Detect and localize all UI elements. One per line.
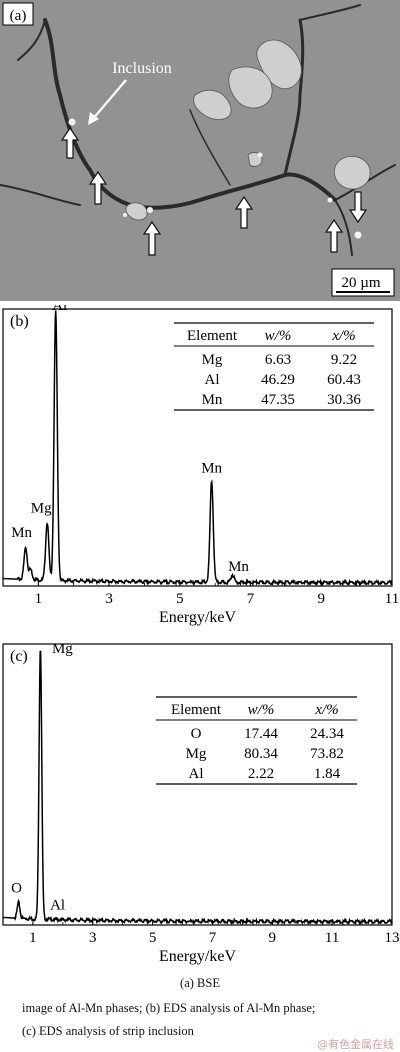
table-cell: 2.22 <box>248 766 274 782</box>
peak-label: Al <box>50 897 65 913</box>
peak-label: Al <box>52 305 67 314</box>
x-tick-label: 11 <box>385 591 399 607</box>
peak-label: Mg <box>52 641 73 657</box>
table-cell: 47.35 <box>261 392 295 408</box>
eds-chart-b: (b) 1 3 5 7 9 11 Energy/keV Mn Mg Al Mn Mn Element w/%… <box>0 305 400 633</box>
table-cell: 9.22 <box>331 352 357 368</box>
x-tick-label: 1 <box>35 591 43 607</box>
bse-micrograph: (a) Inclusion 20 µm <box>0 0 400 301</box>
inclusion-label: Inclusion <box>112 60 172 77</box>
plot-frame <box>3 309 392 586</box>
table-cell: 6.63 <box>265 352 291 368</box>
panel-a-label: (a) <box>10 8 27 24</box>
x-axis-label: Energy/keV <box>159 948 236 965</box>
table-cell: 60.43 <box>327 372 361 388</box>
table-header-cell: w/% <box>248 702 275 718</box>
table-header-cell: Element <box>187 328 238 344</box>
table-cell: Al <box>189 766 204 782</box>
table-cell: O <box>191 726 202 742</box>
panel-label: (c) <box>10 648 28 665</box>
table-cell: 46.29 <box>261 372 295 388</box>
peak-label: O <box>11 881 22 897</box>
table-cell: 30.36 <box>327 392 361 408</box>
peak-label: Mg <box>31 500 52 516</box>
table-header-cell: x/% <box>331 328 355 344</box>
x-tick-label: 5 <box>149 930 157 946</box>
table-cell: 24.34 <box>310 726 344 742</box>
x-tick-label: 13 <box>385 930 400 946</box>
peak-label: Mn <box>11 525 32 541</box>
table-cell: 1.84 <box>314 766 341 782</box>
x-tick-label: 7 <box>247 591 255 607</box>
table-cell: Mg <box>186 746 207 762</box>
table-cell: 17.44 <box>244 726 278 742</box>
x-tick-label: 9 <box>269 930 277 946</box>
x-axis-label: Energy/keV <box>159 609 236 626</box>
table-cell: Mn <box>202 392 223 408</box>
peak-label: Mn <box>228 559 249 575</box>
watermark: @有色金属在线 <box>317 1036 394 1052</box>
table-cell: 73.82 <box>310 746 344 762</box>
table-header-cell: Element <box>171 702 222 718</box>
scale-bar-label: 20 µm <box>341 275 380 291</box>
bse-image-panel: (a) Inclusion 20 µm <box>0 0 400 301</box>
eds-panel-b: (b) 1 3 5 7 9 11 Energy/keV Mn Mg Al Mn Mn Element w/%… <box>0 305 400 633</box>
x-tick-label: 1 <box>29 930 37 946</box>
x-tick-label: 9 <box>318 591 326 607</box>
x-tick-label: 5 <box>176 591 184 607</box>
table-cell: Mg <box>202 352 223 368</box>
peak-label: Mn <box>201 461 222 477</box>
x-tick-label: 3 <box>105 591 113 607</box>
table-header-cell: w/% <box>265 328 292 344</box>
caption-line-1: (a) BSE <box>0 976 400 991</box>
x-tick-label: 3 <box>89 930 97 946</box>
table-header-cell: x/% <box>314 702 338 718</box>
caption-line-2: image of Al-Mn phases; (b) EDS analysis … <box>22 1001 400 1016</box>
panel-label: (b) <box>10 313 29 330</box>
x-tick-label: 11 <box>325 930 339 946</box>
x-tick-label: 7 <box>209 930 217 946</box>
table-cell: 80.34 <box>244 746 278 762</box>
table-cell: Al <box>205 372 220 388</box>
spectrum-line <box>3 651 392 923</box>
